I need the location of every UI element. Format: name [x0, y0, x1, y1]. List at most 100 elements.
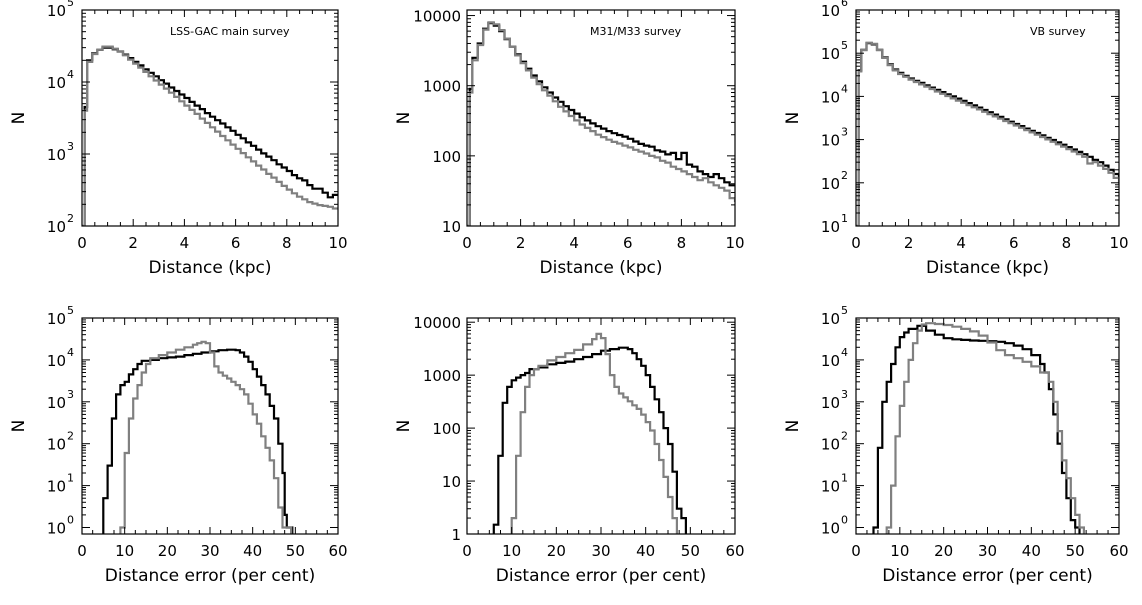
y-tick-label: 10000 — [413, 8, 461, 26]
y-tick-exponent: 4 — [67, 68, 74, 81]
series-line-black — [102, 348, 294, 534]
survey-annotation: LSS-GAC main survey — [170, 25, 290, 38]
y-tick-label: 10 — [47, 146, 66, 164]
y-tick-label: 10 — [442, 473, 461, 491]
x-tick-label: 30 — [591, 542, 610, 560]
y-tick-label: 10 — [47, 394, 66, 412]
y-tick-label: 10 — [47, 218, 66, 236]
y-tick-label: 10 — [821, 394, 840, 412]
x-tick-label: 8 — [677, 234, 687, 252]
x-tick-label: 2 — [128, 234, 138, 252]
y-tick-label: 10000 — [413, 314, 461, 332]
x-tick-label: 10 — [502, 542, 521, 560]
x-tick-label: 40 — [636, 542, 655, 560]
series-line-black — [872, 324, 1081, 534]
x-tick-label: 60 — [328, 542, 347, 560]
x-tick-label: 10 — [890, 542, 909, 560]
x-tick-label: 40 — [1022, 542, 1041, 560]
x-tick-label: 50 — [286, 542, 305, 560]
x-tick-label: 50 — [1066, 542, 1085, 560]
x-tick-label: 60 — [1109, 542, 1128, 560]
x-axis-label: Distance (kpc) — [149, 258, 272, 278]
x-tick-label: 4 — [569, 234, 579, 252]
y-tick-exponent: 4 — [841, 82, 848, 95]
y-tick-exponent: 3 — [67, 140, 74, 153]
series-line-grey — [885, 322, 1085, 534]
y-tick-label: 10 — [47, 352, 66, 370]
y-axis-label: N — [9, 420, 29, 433]
y-tick-label: 1 — [451, 526, 461, 544]
x-tick-label: 30 — [978, 542, 997, 560]
y-tick-label: 10 — [442, 218, 461, 236]
x-tick-label: 20 — [934, 542, 953, 560]
y-tick-label: 10 — [821, 2, 840, 20]
y-tick-label: 10 — [821, 520, 840, 538]
y-tick-label: 10 — [821, 436, 840, 454]
y-tick-exponent: 0 — [841, 514, 848, 527]
x-tick-label: 0 — [851, 542, 861, 560]
survey-annotation: VB survey — [1030, 25, 1086, 38]
y-tick-exponent: 4 — [841, 346, 848, 359]
y-tick-exponent: 1 — [67, 472, 74, 485]
y-tick-exponent: 3 — [841, 126, 848, 139]
y-tick-exponent: 5 — [67, 0, 74, 9]
y-tick-exponent: 2 — [841, 169, 848, 182]
series-line-grey — [119, 340, 293, 534]
y-tick-label: 10 — [47, 74, 66, 92]
y-axis-label: N — [783, 112, 803, 125]
x-tick-label: 40 — [243, 542, 262, 560]
series-line-grey — [510, 332, 678, 534]
y-tick-exponent: 1 — [841, 472, 848, 485]
plot-frame — [855, 9, 1120, 227]
x-tick-label: 10 — [1109, 234, 1128, 252]
x-tick-label: 6 — [231, 234, 241, 252]
y-tick-label: 10 — [47, 478, 66, 496]
x-tick-label: 0 — [851, 234, 861, 252]
y-tick-label: 10 — [821, 352, 840, 370]
y-tick-label: 10 — [821, 132, 840, 150]
y-tick-label: 10 — [47, 520, 66, 538]
x-axis-label: Distance (kpc) — [540, 258, 663, 278]
survey-annotation: M31/M33 survey — [590, 25, 682, 38]
x-tick-label: 20 — [547, 542, 566, 560]
x-axis-label: Distance error (per cent) — [105, 566, 315, 586]
x-tick-label: 60 — [725, 542, 744, 560]
y-tick-exponent: 5 — [841, 304, 848, 317]
x-tick-label: 20 — [158, 542, 177, 560]
x-tick-label: 10 — [328, 234, 347, 252]
y-tick-label: 10 — [821, 218, 840, 236]
y-tick-label: 10 — [47, 2, 66, 20]
x-tick-label: 0 — [462, 542, 472, 560]
x-axis-label: Distance error (per cent) — [882, 566, 1092, 586]
y-tick-exponent: 2 — [841, 430, 848, 443]
x-tick-label: 8 — [282, 234, 292, 252]
y-tick-label: 10 — [821, 310, 840, 328]
x-tick-label: 30 — [200, 542, 219, 560]
plot-frame — [466, 9, 736, 227]
y-axis-label: N — [783, 420, 803, 433]
series-line-grey — [467, 21, 735, 226]
y-tick-label: 1000 — [423, 78, 461, 96]
x-tick-label: 0 — [77, 542, 87, 560]
series-line-black — [82, 46, 338, 226]
y-tick-label: 10 — [47, 436, 66, 454]
x-tick-label: 0 — [77, 234, 87, 252]
series-line-black — [467, 22, 735, 226]
y-tick-label: 1000 — [423, 367, 461, 385]
y-tick-label: 10 — [821, 45, 840, 63]
x-axis-label: Distance (kpc) — [926, 258, 1049, 278]
y-tick-label: 10 — [47, 310, 66, 328]
x-tick-label: 2 — [904, 234, 914, 252]
y-tick-label: 100 — [432, 148, 461, 166]
y-tick-exponent: 1 — [841, 212, 848, 225]
y-tick-exponent: 3 — [841, 388, 848, 401]
y-tick-exponent: 5 — [67, 304, 74, 317]
y-tick-label: 10 — [821, 88, 840, 106]
y-tick-exponent: 5 — [841, 39, 848, 52]
x-tick-label: 10 — [725, 234, 744, 252]
y-axis-label: N — [9, 112, 29, 125]
y-tick-exponent: 4 — [67, 346, 74, 359]
x-tick-label: 4 — [956, 234, 966, 252]
